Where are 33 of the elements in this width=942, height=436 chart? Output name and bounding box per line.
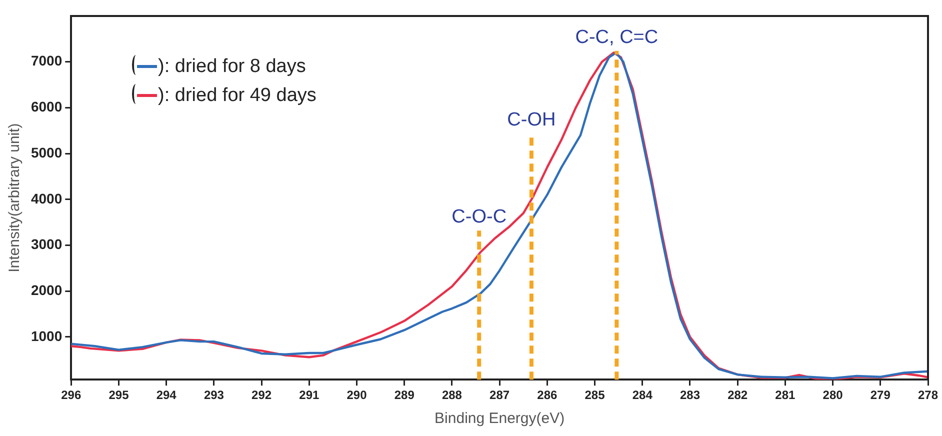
y-tick-label: 5000 <box>30 144 62 160</box>
annotation: C-C, C=C <box>575 26 658 48</box>
x-tick-label: 290 <box>346 388 368 402</box>
x-tick-label: 278 <box>918 388 938 402</box>
annotation: C-O-C <box>452 206 507 228</box>
x-tick-label: 291 <box>299 388 320 402</box>
x-tick-label: 282 <box>728 388 748 402</box>
x-tick-label: 293 <box>204 388 224 402</box>
x-tick-label: 292 <box>252 388 272 402</box>
x-tick-label: 280 <box>822 388 844 402</box>
y-axis-title: Intensity(arbitrary unit) <box>6 123 24 272</box>
x-tick-label: 289 <box>394 388 415 402</box>
x-tick-label: 283 <box>680 388 700 402</box>
y-tick-label: 7000 <box>30 52 62 69</box>
x-tick-label: 294 <box>156 388 177 402</box>
legend-label: ): dried for 49 days <box>158 85 316 106</box>
annotation: C-OH <box>507 109 556 130</box>
x-tick-label: 288 <box>442 388 462 402</box>
x-tick-label: 279 <box>870 388 891 402</box>
x-tick-label: 285 <box>584 388 606 402</box>
legend-label: ): dried for 8 days <box>158 56 306 77</box>
y-tick-label: 4000 <box>30 190 62 206</box>
x-axis-title: Binding Energy(eV) <box>434 410 565 428</box>
y-tick-label: 2000 <box>30 282 62 298</box>
x-tick-label: 296 <box>61 388 82 402</box>
x-tick-label: 284 <box>632 388 653 402</box>
y-tick-label: 6000 <box>30 98 62 115</box>
x-tick-label: 295 <box>108 388 130 402</box>
x-tick-label: 281 <box>775 388 796 402</box>
x-tick-label: 287 <box>490 388 510 402</box>
y-tick-label: 1000 <box>30 328 62 344</box>
x-tick-label: 286 <box>537 388 558 402</box>
y-tick-label: 3000 <box>30 236 62 252</box>
